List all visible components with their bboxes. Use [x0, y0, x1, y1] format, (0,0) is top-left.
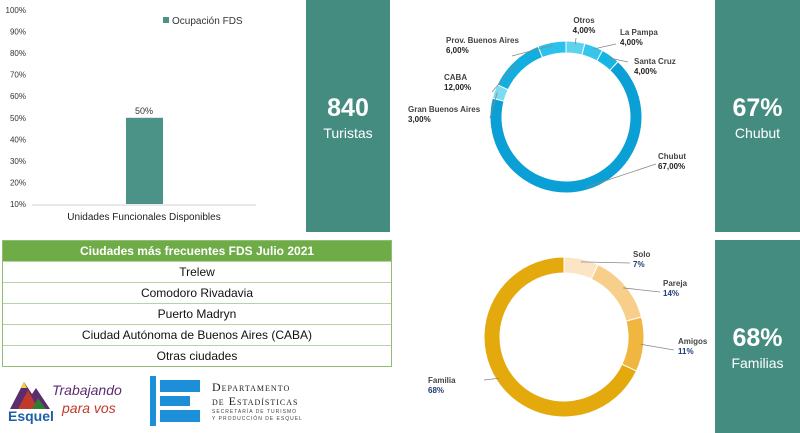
- leader-line: [592, 43, 617, 50]
- turistas-value: 840: [327, 94, 369, 122]
- slice-name-label: Otros: [573, 16, 595, 25]
- bar-chart: 10% 20% 30% 40% 50% 60% 70% 80% 90% 100% Ocupació…: [6, 6, 256, 223]
- y-tick-label: 40%: [10, 135, 26, 144]
- leader-line: [574, 37, 577, 45]
- slice-value-label: 4,00%: [573, 26, 596, 35]
- slice-value-label: 68%: [428, 386, 444, 395]
- slice-prov-buenos-aires: [537, 40, 567, 59]
- bar-data-label: 50%: [135, 106, 153, 116]
- y-tick-label: 70%: [10, 71, 26, 80]
- chubut-value: 67%: [732, 94, 783, 122]
- x-category-label: Unidades Funcionales Disponibles: [67, 212, 220, 223]
- cities-table: Ciudades más frecuentes FDS Julio 2021 T…: [2, 240, 392, 367]
- leader-line: [640, 343, 675, 351]
- slogan-line2: para vos: [62, 400, 116, 416]
- chubut-label: Chubut: [734, 125, 781, 141]
- dept-line3: SECRETARÍA DE TURISMO: [212, 409, 297, 415]
- leader-line: [511, 44, 553, 57]
- dept-line4: Y PRODUCCIÓN DE ESQUEL: [212, 416, 303, 422]
- turistas-panel: 840 Turistas: [306, 0, 390, 232]
- y-tick-label: 30%: [10, 157, 26, 166]
- turistas-label: Turistas: [323, 125, 373, 141]
- familias-label: Familias: [731, 355, 784, 371]
- slice-name-label: CABA: [444, 73, 467, 82]
- slice-name-label: Chubut: [658, 152, 686, 161]
- leader-line: [483, 377, 500, 381]
- table-row: Puerto Madryn: [3, 303, 391, 324]
- leader-line: [623, 287, 661, 293]
- legend-swatch: [163, 17, 169, 23]
- slice-value-label: 11%: [678, 347, 694, 356]
- bar-unidades-funcionales: [126, 117, 163, 204]
- table-row: Trelew: [3, 261, 391, 282]
- table-row: Ciudad Autónoma de Buenos Aires (CABA): [3, 324, 391, 345]
- slice-name-label: Santa Cruz: [634, 57, 676, 66]
- slice-value-label: 4,00%: [634, 67, 657, 76]
- leader-line: [489, 92, 498, 119]
- table-row: Comodoro Rivadavia: [3, 282, 391, 303]
- slice-name-label: La Pampa: [620, 28, 658, 37]
- slice-pareja: [590, 263, 643, 322]
- slice-name-label: Gran Buenos Aires: [408, 105, 481, 114]
- mountain-icon: [10, 382, 50, 409]
- slice-amigos: [621, 316, 645, 372]
- y-tick-label: 10%: [10, 200, 26, 209]
- slice-caba: [496, 45, 544, 91]
- slogan-line1: Trabajando: [52, 382, 122, 398]
- legend-label: Ocupación FDS: [172, 16, 243, 27]
- chubut-panel: 67% Chubut: [715, 0, 800, 232]
- y-tick-label: 100%: [6, 6, 26, 15]
- slice-name-label: Familia: [428, 376, 456, 385]
- slice-value-label: 3,00%: [408, 115, 431, 124]
- slice-name-label: Amigos: [678, 337, 708, 346]
- slice-familia: [483, 256, 638, 418]
- y-tick-label: 90%: [10, 28, 26, 37]
- y-tick-label: 80%: [10, 49, 26, 58]
- slice-value-label: 7%: [633, 260, 645, 269]
- slice-name-label: Prov. Buenos Aires: [446, 36, 519, 45]
- y-tick-label: 20%: [10, 178, 26, 187]
- leader-line: [580, 261, 631, 264]
- department-e-icon: [150, 376, 200, 426]
- slice-value-label: 6,00%: [446, 46, 469, 55]
- slice-value-label: 14%: [663, 289, 679, 298]
- leader-line: [586, 163, 657, 188]
- familias-value: 68%: [732, 324, 783, 352]
- slice-value-label: 4,00%: [620, 38, 643, 47]
- slice-value-label: 12,00%: [444, 83, 471, 92]
- familias-panel: 68% Familias: [715, 240, 800, 433]
- table-title: Ciudades más frecuentes FDS Julio 2021: [3, 241, 391, 261]
- leader-line: [608, 57, 629, 63]
- leader-line: [491, 63, 517, 93]
- esquel-logo: Esquel Trabajando para vos: [8, 376, 128, 428]
- dept-line2: de Estadísticas: [212, 394, 299, 408]
- slice-value-label: 67,00%: [658, 162, 685, 171]
- slice-name-label: Pareja: [663, 279, 688, 288]
- slice-name-label: Solo: [633, 250, 650, 259]
- departamento-logo: Departamento de Estadísticas SECRETARÍA …: [150, 376, 350, 428]
- y-tick-label: 60%: [10, 92, 26, 101]
- esquel-name: Esquel: [8, 408, 54, 424]
- dept-line1: Departamento: [212, 380, 291, 394]
- table-row: Otras ciudades: [3, 345, 391, 366]
- y-tick-label: 50%: [10, 114, 26, 123]
